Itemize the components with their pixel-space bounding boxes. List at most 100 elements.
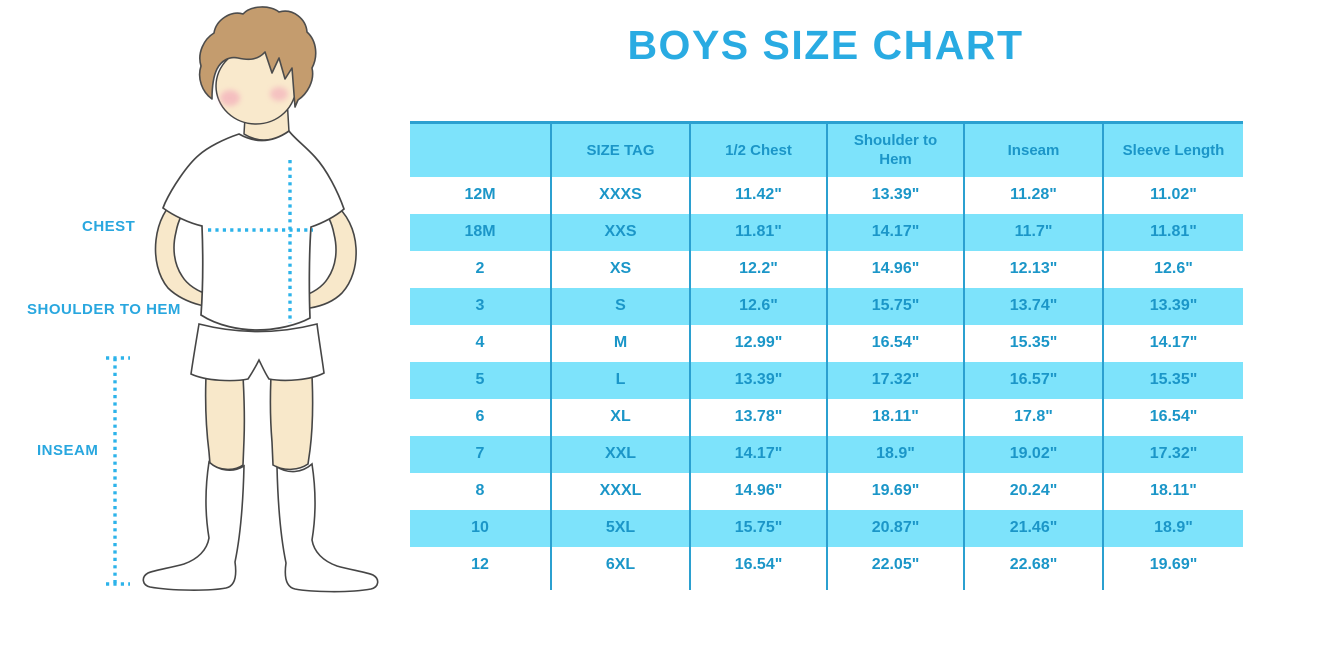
- measurement-cell: XXXS: [550, 176, 690, 214]
- column-header: Sleeve Length: [1102, 122, 1243, 177]
- spacer-cell: [1102, 583, 1243, 590]
- page-title: BOYS SIZE CHART: [627, 22, 1024, 68]
- measurement-cell: 12.99": [689, 324, 827, 362]
- size-table-footer-spacer: [410, 583, 1243, 590]
- measurement-cell: 16.54": [826, 324, 964, 362]
- measurement-cell: 17.32": [1102, 435, 1243, 473]
- measurement-cell: 18.11": [1102, 472, 1243, 510]
- table-row: 2 XS 12.2" 14.96" 12.13" 12.6": [410, 250, 1243, 288]
- measurement-cell: 13.39": [1102, 287, 1243, 325]
- spacer-cell: [550, 583, 690, 590]
- size-table-header: SIZE TAG 1/2 Chest Shoulder to Hem Inseam Sl…: [410, 122, 1243, 177]
- measurement-cell: 11.7": [963, 213, 1103, 251]
- boy-measurement-illustration: [106, 6, 379, 593]
- table-row: 8 XXXL 14.96" 19.69" 20.24" 18.11": [410, 472, 1243, 510]
- measurement-cell: 11.28": [963, 176, 1103, 214]
- measurement-cell: 20.24": [963, 472, 1103, 510]
- measurement-cell: 16.54": [1102, 398, 1243, 436]
- measurement-cell: XXXL: [550, 472, 690, 510]
- column-header: Inseam: [963, 122, 1103, 177]
- boy-left-leg: [204, 375, 246, 471]
- measurement-cell: XS: [550, 250, 690, 288]
- measurement-cell: 12.6": [689, 287, 827, 325]
- measurement-cell: 19.69": [1102, 546, 1243, 584]
- boy-shorts: [190, 322, 325, 382]
- measurement-cell: 18.9": [826, 435, 964, 473]
- size-cell: 2: [475, 260, 485, 277]
- boy-left-cheek: [220, 90, 240, 106]
- measurement-cell: 22.68": [963, 546, 1103, 584]
- measurement-cell: 11.02": [1102, 176, 1243, 214]
- measurement-cell: 12.13": [963, 250, 1103, 288]
- measurement-cell: 19.02": [963, 435, 1103, 473]
- size-cell: 7: [410, 435, 551, 473]
- table-row: 12M XXXS 11.42" 13.39" 11.28" 11.02": [410, 176, 1243, 214]
- size-table: SIZE TAG 1/2 Chest Shoulder to Hem Inseam Sl…: [410, 121, 1243, 590]
- spacer-cell: [826, 583, 964, 590]
- table-row: 6 XL 13.78" 18.11" 17.8" 16.54": [410, 398, 1243, 436]
- measurement-cell: 15.35": [1102, 361, 1243, 399]
- measurement-cell: 19.69": [826, 472, 964, 510]
- spacer-row: [410, 583, 1243, 590]
- chest-label: CHEST: [82, 218, 136, 235]
- size-table-body: 12M XXXS 11.42" 13.39" 11.28" 11.02" 18M XXS 11.…: [410, 176, 1243, 584]
- measurement-cell: 13.78": [689, 398, 827, 436]
- spacer-cell: [963, 583, 1103, 590]
- table-row: 10 5XL 15.75" 20.87" 21.46" 18.9": [410, 509, 1243, 547]
- size-table-container: SIZE TAG 1/2 Chest Shoulder to Hem Inseam Sl…: [410, 121, 1243, 590]
- column-header: SIZE TAG: [550, 122, 690, 177]
- measurement-cell: M: [550, 324, 690, 362]
- size-cell: 8: [475, 482, 485, 499]
- size-cell: 12M: [464, 186, 496, 203]
- size-cell: 3: [410, 287, 551, 325]
- inseam-label: INSEAM: [37, 442, 99, 459]
- measurement-cell: 22.05": [826, 546, 964, 584]
- spacer-cell: [410, 583, 551, 590]
- measurement-cell: 11.42": [689, 176, 827, 214]
- measurement-cell: 13.74": [963, 287, 1103, 325]
- measurement-cell: 14.17": [1102, 324, 1243, 362]
- measurement-cell: 16.54": [689, 546, 827, 584]
- measurement-cell: 13.39": [826, 176, 964, 214]
- table-row: 7 XXL 14.17" 18.9" 19.02" 17.32": [410, 435, 1243, 473]
- measurement-cell: 14.17": [689, 435, 827, 473]
- measurement-cell: 15.75": [826, 287, 964, 325]
- measurement-cell: 18.11": [826, 398, 964, 436]
- shoulder-to-hem-label: SHOULDER TO HEM: [27, 301, 181, 318]
- measurement-cell: S: [550, 287, 690, 325]
- size-cell: 5: [410, 361, 551, 399]
- measurement-cell: 15.35": [963, 324, 1103, 362]
- measurement-cell: 20.87": [826, 509, 964, 547]
- boy-right-leg: [269, 375, 314, 471]
- measurement-cell: 6XL: [550, 546, 690, 584]
- column-header: Shoulder to Hem: [826, 122, 964, 177]
- measurement-cell: 11.81": [1102, 213, 1243, 251]
- boy-right-sock: [276, 462, 379, 593]
- measurement-cell: L: [550, 361, 690, 399]
- measurement-cell: 17.32": [826, 361, 964, 399]
- table-row: 4 M 12.99" 16.54" 15.35" 14.17": [410, 324, 1243, 362]
- table-row: 5 L 13.39" 17.32" 16.57" 15.35": [410, 361, 1243, 399]
- measurement-cell: 14.96": [826, 250, 964, 288]
- boy-hair: [198, 6, 317, 108]
- measurement-cell: 13.39": [689, 361, 827, 399]
- measurement-cell: 17.8": [963, 398, 1103, 436]
- measurement-cell: 12.6": [1102, 250, 1243, 288]
- measurement-cell: XXS: [550, 213, 690, 251]
- measurement-cell: XXL: [550, 435, 690, 473]
- measurement-cell: 12.2": [689, 250, 827, 288]
- column-header: 1/2 Chest: [689, 122, 827, 177]
- size-cell: 18M: [410, 213, 551, 251]
- boy-right-cheek: [270, 87, 288, 101]
- measurement-cell: 14.96": [689, 472, 827, 510]
- column-header: [410, 122, 551, 177]
- size-cell: 12: [471, 556, 489, 573]
- header-row: SIZE TAG 1/2 Chest Shoulder to Hem Inseam Sl…: [410, 122, 1243, 177]
- measurement-cell: 18.9": [1102, 509, 1243, 547]
- measurement-cell: 16.57": [963, 361, 1103, 399]
- table-row: 12 6XL 16.54" 22.05" 22.68" 19.69": [410, 546, 1243, 584]
- measurement-cell: 14.17": [826, 213, 964, 251]
- size-cell: 10: [410, 509, 551, 547]
- measurement-cell: 15.75": [689, 509, 827, 547]
